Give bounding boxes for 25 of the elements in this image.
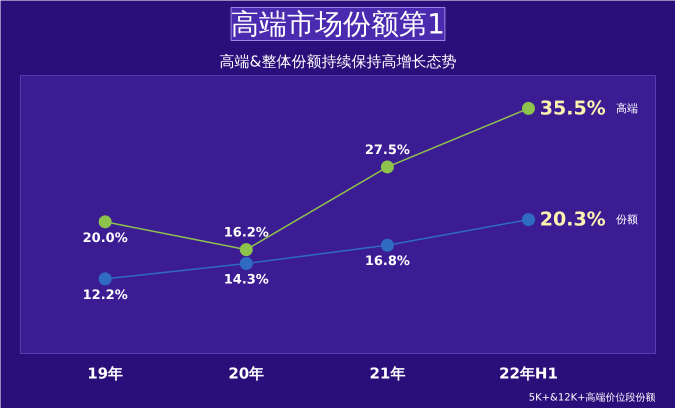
point — [522, 102, 535, 115]
chart-title: 高端市场份额第1 — [231, 8, 445, 40]
point — [380, 160, 394, 174]
text: 高端 — [616, 102, 638, 115]
x-tick-label: 22年H1 — [499, 364, 558, 382]
data-label: 27.5% — [364, 142, 410, 158]
point — [240, 257, 253, 270]
data-label: 20.0% — [82, 230, 128, 246]
text: 份额 — [616, 213, 638, 226]
data-label: 35.5% — [540, 97, 606, 120]
x-tick-label: 21年 — [369, 364, 406, 382]
point — [380, 238, 394, 252]
data-label: 16.2% — [224, 226, 269, 241]
x-tick-label: 19年 — [87, 364, 124, 382]
chart-subtitle: 高端&整体份额持续保持高增长态势 — [220, 52, 456, 70]
text: 5K+&12K+高端价位段份额 — [528, 392, 656, 404]
data-label: 14.3% — [224, 272, 269, 288]
data-label: 20.3% — [540, 208, 606, 231]
data-label: 16.8% — [364, 254, 410, 270]
point — [98, 215, 112, 228]
point — [240, 243, 253, 256]
point — [522, 213, 535, 226]
data-label: 12.2% — [82, 288, 128, 303]
point — [98, 272, 112, 286]
x-tick-label: 20年 — [228, 364, 264, 382]
